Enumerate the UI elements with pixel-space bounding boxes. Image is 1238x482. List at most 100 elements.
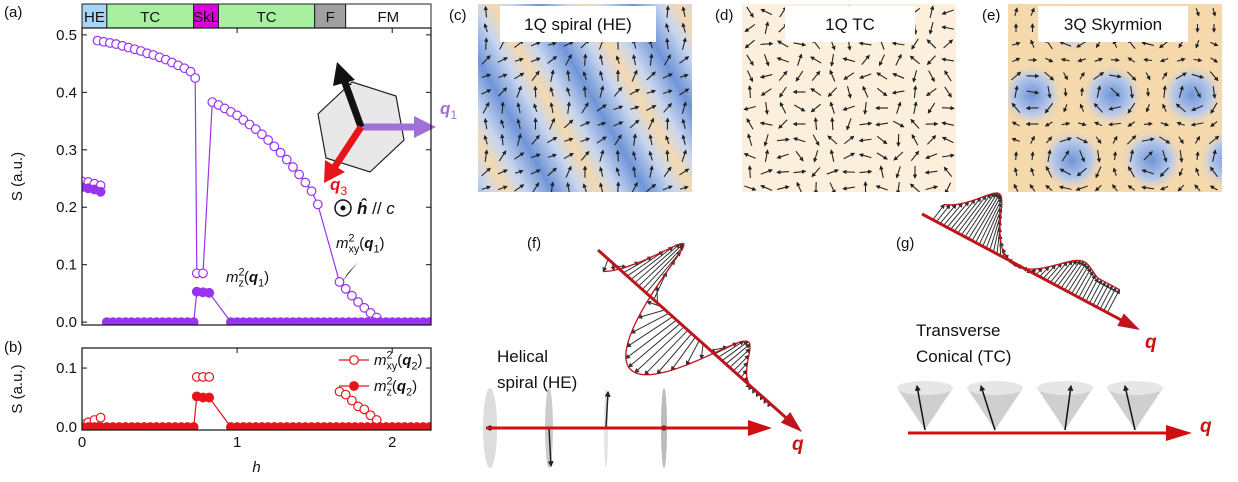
text-part: xy — [387, 361, 398, 373]
panel-label: (e) — [982, 7, 1000, 24]
data-point — [205, 393, 214, 402]
rich-label: q1 — [440, 99, 457, 122]
legend-label: m2xy(q2) — [374, 350, 422, 373]
caption: Transverse — [916, 321, 1000, 340]
helix-spin — [635, 327, 684, 373]
y-tick-label: 0.3 — [56, 142, 77, 159]
y-tick-label: 0.0 — [56, 419, 77, 436]
axis-label: q — [1200, 416, 1212, 437]
rich-label: ĥ // c — [357, 198, 395, 218]
helix-spin — [1075, 268, 1091, 295]
legend-marker — [350, 356, 359, 365]
panel-label: (a) — [4, 4, 22, 21]
rich-label: q3 — [330, 175, 347, 198]
data-point — [295, 170, 304, 179]
data-point — [199, 269, 208, 278]
data-point — [335, 278, 344, 287]
map-title: 3Q Skyrmion — [1064, 15, 1162, 34]
spin-arrow — [843, 172, 855, 173]
helix-spin — [1050, 262, 1067, 282]
q-axis — [922, 214, 1124, 322]
map-title: 1Q TC — [825, 15, 875, 34]
cone-top — [897, 381, 953, 395]
panel-label: (f) — [527, 235, 541, 252]
data-point — [301, 178, 310, 187]
text-part: q — [335, 65, 346, 84]
text-part: ) — [412, 378, 417, 395]
helix-spin — [933, 204, 944, 219]
helix-spin — [603, 259, 608, 271]
data-point — [289, 163, 298, 172]
figure: 1Q spiral (HE) 1Q TC 3Q Skyrmion (c) (d)… — [0, 0, 1238, 482]
data-point — [205, 373, 214, 382]
cone-top — [967, 381, 1023, 395]
cones — [897, 381, 1163, 430]
map-title: 1Q spiral (HE) — [524, 15, 632, 34]
spin-arrow — [832, 118, 833, 130]
text-part: q — [249, 269, 258, 286]
helix-spin — [657, 334, 692, 374]
phase-label: FM — [378, 9, 400, 26]
y-tick-label: 0.2 — [56, 199, 77, 216]
axis-label: q — [792, 434, 804, 455]
text-part: m — [336, 235, 349, 252]
data-point — [282, 155, 291, 164]
helix-spin — [944, 203, 963, 225]
y-tick-label: 0.4 — [56, 84, 77, 101]
series-line — [82, 377, 377, 424]
text-part: q — [402, 352, 411, 369]
text-part: q — [364, 235, 373, 252]
data-point — [307, 187, 316, 196]
q-arrowhead — [1117, 313, 1140, 330]
data-point — [341, 285, 350, 294]
x-tick-label: 0 — [78, 434, 86, 451]
annotation-arrow — [216, 294, 234, 314]
legend-label: m2z(q2) — [374, 376, 417, 399]
text-part: ) — [417, 352, 422, 369]
helix-spin — [642, 246, 683, 289]
rich-label: m2z(q1) — [226, 267, 269, 290]
x-tick-label: 2 — [388, 434, 396, 451]
phase-label: TC — [140, 9, 160, 26]
annotation-arrow — [342, 262, 358, 282]
data-point — [205, 289, 214, 298]
text-part: m — [226, 269, 239, 286]
text-part: ĥ — [357, 198, 367, 218]
phase-label: SkL — [193, 9, 219, 26]
text-part: 3 — [340, 184, 347, 198]
helix-spin — [627, 252, 663, 277]
phase-label: TC — [257, 9, 277, 26]
data-point — [276, 148, 285, 157]
text-part: m — [374, 378, 387, 395]
text-part: ) — [379, 235, 384, 252]
helix-spin — [726, 344, 750, 364]
caption: Helical — [497, 347, 548, 366]
legend-marker — [350, 382, 359, 391]
spin-arrow — [942, 108, 954, 109]
x-tick-label: 1 — [233, 434, 241, 451]
panel-label: (c) — [449, 7, 467, 24]
caption: Conical (TC) — [916, 347, 1011, 366]
spin-arrow — [1148, 88, 1149, 96]
data-point — [191, 74, 200, 83]
helix-spin — [645, 330, 688, 374]
phase-label: F — [326, 9, 335, 26]
helix-spin — [961, 194, 990, 235]
caption: spiral (HE) — [497, 373, 577, 392]
text-part: xy — [349, 244, 360, 256]
spin-arrow — [1111, 60, 1119, 61]
q-arrowhead — [1166, 425, 1192, 441]
data-point — [313, 200, 322, 209]
cone-top — [1037, 381, 1093, 395]
text-part: c — [386, 199, 395, 218]
text-part: 2 — [345, 74, 352, 88]
panel-label: (d) — [715, 7, 733, 24]
axis-label: q — [1145, 332, 1157, 353]
data-point — [96, 413, 105, 422]
panel-label: (b) — [4, 339, 22, 356]
helix-spin — [686, 340, 699, 365]
spin-arrow — [667, 151, 668, 162]
rich-label: m2xy(q1) — [336, 233, 384, 256]
phase-label: HE — [84, 9, 105, 26]
cone-top — [1107, 381, 1163, 395]
